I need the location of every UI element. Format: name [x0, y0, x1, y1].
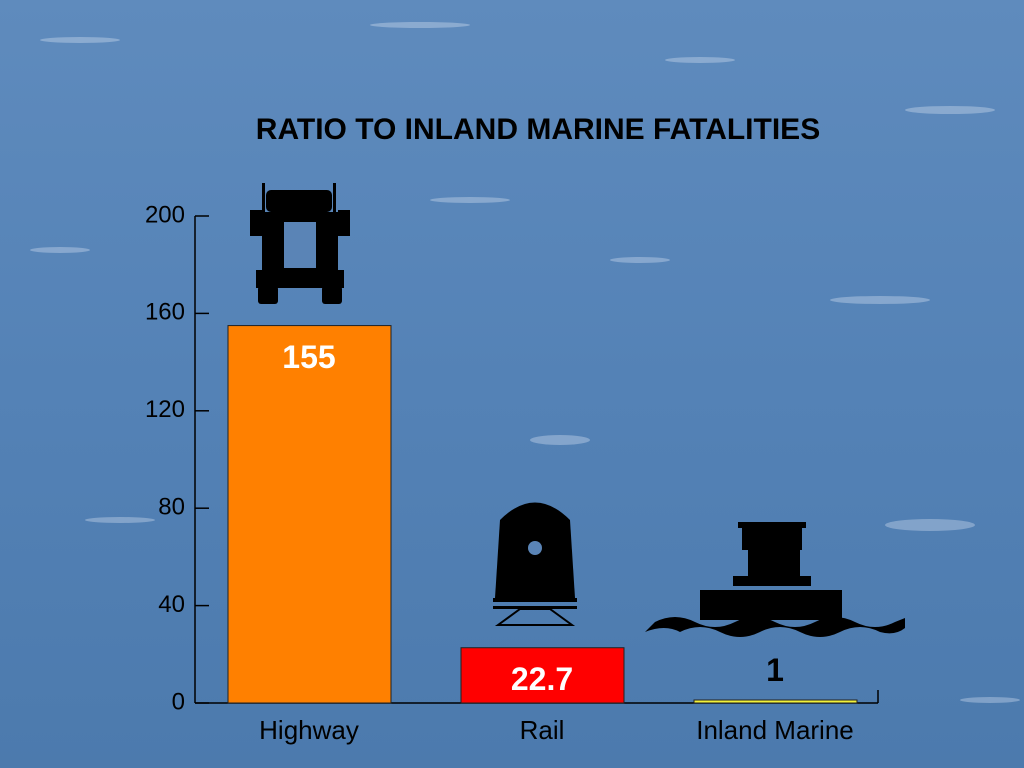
value-label: 155: [282, 339, 335, 375]
y-tick-label: 120: [145, 396, 185, 423]
truck-icon: [250, 183, 350, 304]
y-tick-label: 160: [145, 299, 185, 326]
train-icon: [493, 502, 577, 626]
x-tick-label: Rail: [520, 715, 565, 745]
x-tick-label: Highway: [259, 715, 359, 745]
y-tick-label: 200: [145, 201, 185, 228]
y-tick-label: 80: [158, 494, 185, 521]
y-tick-label: 40: [158, 591, 185, 618]
boat-icon: [645, 522, 905, 637]
value-label: 1: [766, 652, 784, 688]
bar: [227, 325, 392, 704]
y-tick-label: 0: [172, 688, 185, 715]
x-tick-label: Inland Marine: [696, 715, 854, 745]
waves: [30, 22, 1020, 703]
value-label: 22.7: [511, 661, 573, 697]
chart-title: RATIO TO INLAND MARINE FATALITIES: [256, 113, 820, 146]
bar: [693, 699, 858, 704]
bar: [460, 647, 625, 704]
